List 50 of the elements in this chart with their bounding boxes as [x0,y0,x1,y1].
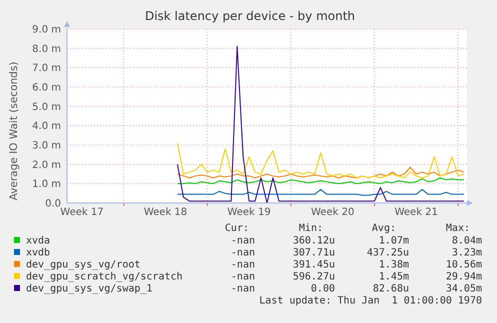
legend-label: xvda [26,236,50,246]
text: 29.94m [446,272,482,282]
text: 437.25u [366,248,409,258]
y-tick-label: 8.0 m [32,44,61,55]
text: 391.45u [292,260,335,270]
text: 8.04m [452,236,482,246]
text: 596.27u [292,272,335,282]
y-tick-label: 1.0 m [32,179,61,190]
x-tick-label: Week 21 [394,207,438,218]
legend-label: xvdb [26,248,50,258]
text: Max: [446,223,470,234]
text: 10.56m [446,260,482,270]
text: Min: [298,223,323,234]
chart-title: Disk latency per device - by month [144,9,356,23]
x-tick-label: Week 18 [144,207,188,218]
text: 1.45m [378,272,409,282]
line-series [176,142,465,178]
x-tick-label: Week 19 [227,207,271,218]
y-tick-label: 7.0 m [32,63,61,74]
text: 1.07m [378,236,409,246]
text: 34.05m [446,284,482,294]
y-tick-label: 9.0 m [32,24,61,36]
line-series [176,46,465,204]
x-tick-label: Week 20 [311,207,354,218]
y-tick-label: 5.0 m [32,102,61,113]
text: -nan [230,284,255,294]
text: Avg: [372,223,396,234]
y-tick-label: 3.0 m [32,140,61,152]
text: 0.00 [310,284,335,294]
y-tick-label: 0.0 [45,198,61,210]
text: 307.71u [292,248,335,258]
text: -nan [230,272,255,282]
text: Cur: [224,223,249,234]
legend-label: dev_gpu_sys_vg/swap_1 [26,284,152,294]
text: 1.38m [378,260,409,270]
text: -nan [230,260,255,270]
text: Last update: Thu Jan 1 01:00:00 1970 [259,296,482,306]
y-tick-label: 6.0 m [32,82,61,94]
legend-label: dev_gpu_scratch_vg/scratch [26,272,183,282]
x-tick-label: Week 17 [60,207,104,218]
text: -nan [230,236,255,246]
line-series [176,166,465,178]
y-tick-label: 4.0 m [32,121,61,132]
text: 360.12u [292,236,335,246]
y-tick-label: 2.0 m [32,160,61,171]
legend-label: dev_gpu_sys_vg/root [26,260,140,270]
text: 82.68u [372,284,409,294]
text: -nan [230,248,255,258]
y-axis-title: Average IO Wait (seconds) [8,62,20,200]
text: 3.23m [452,248,482,258]
